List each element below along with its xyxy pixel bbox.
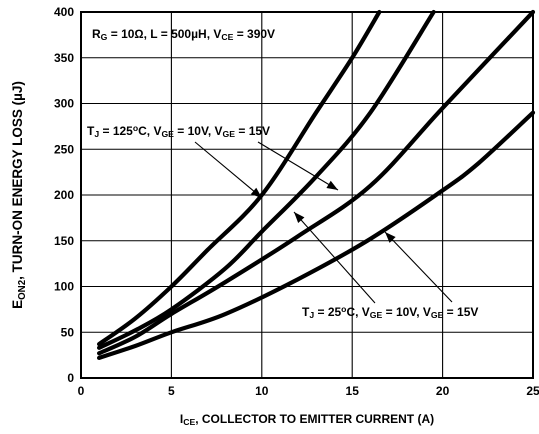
y-tick-label: 300 [54,97,74,111]
arrow-line-3 [293,211,376,304]
x-tick-label: 25 [526,384,539,398]
y-tick-label: 150 [54,234,74,248]
plot-frame [80,11,534,379]
y-tick-label: 100 [54,280,74,294]
arrow-head-4 [385,232,396,243]
y-axis-label: EON2, TURN-ON ENERGY LOSS (µJ) [10,81,28,309]
arrow-head-1 [250,187,262,198]
x-tick-label: 5 [168,384,175,398]
annotations: RG = 10Ω, L = 500µH, VCE = 390V TJ = 125o… [87,27,478,320]
x-tick-label: 10 [255,384,269,398]
arrow-head-3 [294,212,305,224]
x-axis-label: ICE, COLLECTOR TO EMITTER CURRENT (A) [180,412,434,427]
series-layer [97,9,536,360]
y-tick-label: 350 [54,51,74,65]
series-line-4 [97,110,536,360]
x-tick-label: 15 [346,384,360,398]
arrow-line-2 [257,141,339,191]
annotation-tj25: TJ = 25oC, VGE = 10V, VGE = 15V [302,304,478,320]
arrow-line-4 [384,231,453,303]
y-tick-label: 50 [61,325,75,339]
series-line-2 [97,9,436,350]
annotation-conditions: RG = 10Ω, L = 500µH, VCE = 390V [92,27,275,42]
x-tick-label: 0 [78,384,85,398]
arrow-head-2 [326,180,338,190]
annotation-tj125: TJ = 125oC, VGE = 10V, VGE = 15V [87,123,270,139]
y-tick-label: 250 [54,142,74,156]
arrows [194,141,453,304]
series-line-3 [97,9,536,356]
y-tick-label: 400 [54,5,74,19]
arrow-line-1 [194,141,263,199]
y-tick-label: 0 [67,371,74,385]
y-tick-label: 200 [54,188,74,202]
x-tick-label: 20 [436,384,450,398]
series-line-1 [97,9,382,347]
